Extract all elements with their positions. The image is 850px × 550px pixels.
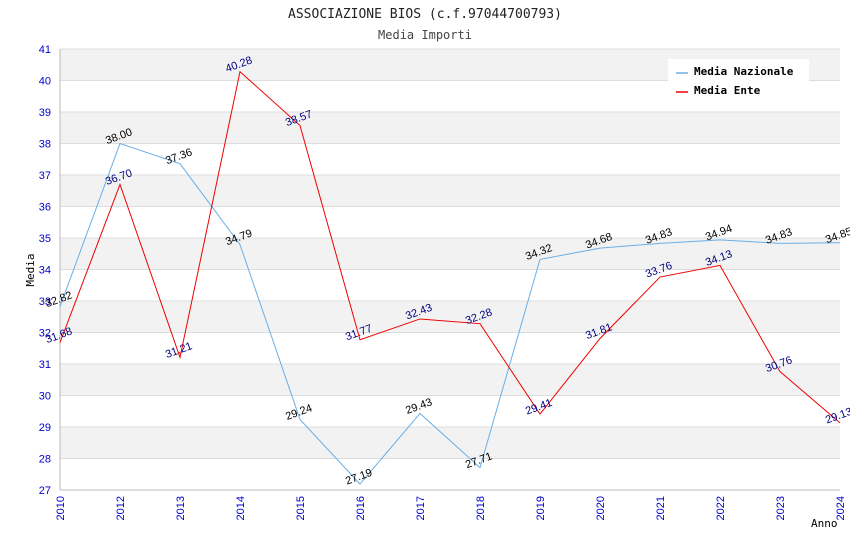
y-tick-label: 30 (39, 391, 51, 403)
x-tick-label: 2012 (115, 496, 127, 520)
y-tick-label: 41 (39, 44, 51, 56)
x-tick-label: 2013 (175, 496, 187, 520)
y-tick-labels: 27 28 29 30 31 32 33 34 35 36 37 38 39 40 41 (39, 44, 51, 497)
y-tick-label: 39 (39, 107, 51, 119)
x-tick-label: 2017 (415, 496, 427, 520)
y-tick-label: 28 (39, 454, 51, 466)
legend: Media Nazionale Media Ente (668, 59, 809, 103)
series-lines (59, 70, 841, 485)
grid-band (60, 175, 840, 207)
y-tick-label: 33 (39, 296, 51, 308)
y-tick-label: 40 (39, 76, 51, 88)
x-tick-label: 2015 (295, 496, 307, 520)
grid-band (60, 112, 840, 144)
y-tick-label: 32 (39, 328, 51, 340)
grid-band (60, 458, 840, 490)
y-axis-label: Media (24, 253, 37, 286)
series-line-0 (59, 142, 841, 485)
grid-band (60, 269, 840, 301)
x-tick-label: 2023 (775, 496, 787, 520)
grid-bands (60, 48, 840, 491)
x-tick-label: 2016 (355, 496, 367, 520)
grid-band (60, 143, 840, 175)
chart-subtitle: Media Importi (378, 28, 472, 42)
x-tick-label: 2020 (595, 496, 607, 520)
x-tick-label: 2014 (235, 496, 247, 520)
x-tick-label: 2010 (55, 496, 67, 520)
legend-label-media-nazionale: Media Nazionale (694, 65, 794, 78)
y-tick-label: 37 (39, 170, 51, 182)
x-tick-label: 2022 (715, 496, 727, 520)
x-axis-label: Anno (811, 517, 838, 530)
grid-band (60, 301, 840, 333)
y-tick-label: 29 (39, 422, 51, 434)
series-line-1 (59, 70, 841, 424)
grid-band (60, 238, 840, 270)
x-tick-labels: 2010 2012 2013 2014 2015 2016 2017 2018 2019 2020… (55, 496, 847, 520)
x-tick-label: 2018 (475, 496, 487, 520)
grid-band (60, 427, 840, 459)
x-tick-label: 2024 (835, 496, 847, 520)
y-tick-label: 34 (39, 265, 51, 277)
y-tick-label: 27 (39, 485, 51, 497)
y-tick-label: 36 (39, 202, 51, 214)
x-tick-label: 2021 (655, 496, 667, 520)
grid-band (60, 364, 840, 396)
chart-title: ASSOCIAZIONE BIOS (c.f.97044700793) (288, 7, 562, 22)
legend-box (668, 59, 809, 103)
axes (59, 49, 840, 491)
grid-band (60, 395, 840, 427)
y-tick-label: 31 (39, 359, 51, 371)
grid-band (60, 332, 840, 364)
grid-band (60, 206, 840, 238)
y-tick-label: 35 (39, 233, 51, 245)
legend-label-media-ente: Media Ente (694, 84, 761, 97)
x-tick-label: 2019 (535, 496, 547, 520)
y-tick-label: 38 (39, 139, 51, 151)
